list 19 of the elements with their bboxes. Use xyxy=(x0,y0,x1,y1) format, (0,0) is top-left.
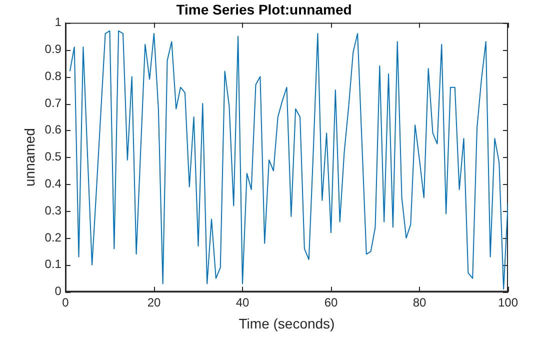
y-tick-label: 0.6 xyxy=(44,122,62,137)
x-tick-label: 40 xyxy=(236,295,250,310)
y-tick-label: 0.9 xyxy=(44,42,62,56)
y-tick-label: 0.3 xyxy=(44,203,62,218)
y-tick-label: 0.4 xyxy=(44,176,62,191)
y-tick-label: 0.1 xyxy=(44,257,62,272)
y-tick-label: 0 xyxy=(54,284,62,298)
y-tick-label: 0.7 xyxy=(44,96,62,110)
y-tick-label: 0.5 xyxy=(44,150,62,164)
x-tick-label: 100 xyxy=(498,295,518,310)
x-tick-label: 80 xyxy=(412,295,426,310)
x-tick-label: 20 xyxy=(147,295,161,310)
chart-title: Time Series Plot:unnamed xyxy=(176,1,352,18)
x-axis-title: Time (seconds) xyxy=(238,315,335,332)
y-tick-label: 0.2 xyxy=(44,230,62,244)
x-tick-label: 60 xyxy=(324,295,338,310)
y-tick-label: 0.8 xyxy=(44,68,62,83)
y-tick-label: 1 xyxy=(54,15,62,30)
y-axis-title: unnamed xyxy=(21,128,38,186)
